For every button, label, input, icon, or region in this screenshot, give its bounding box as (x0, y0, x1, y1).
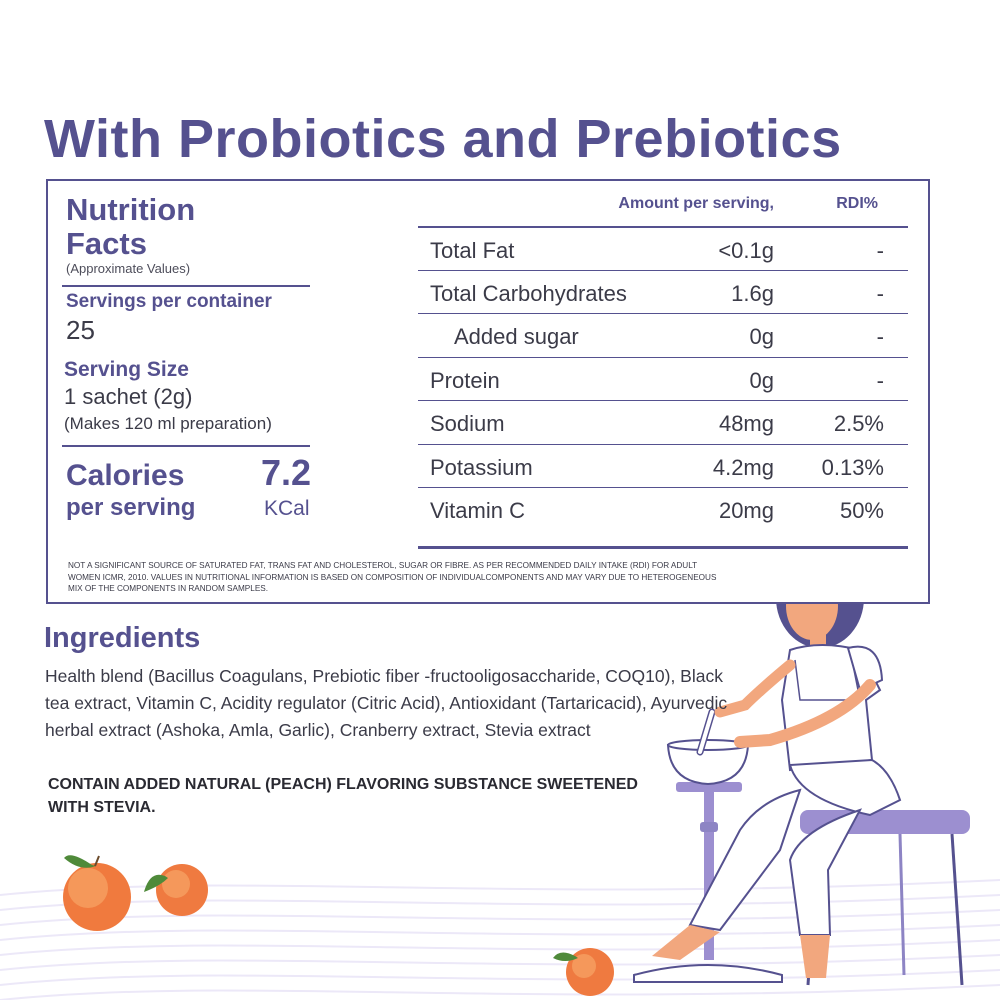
nutrient-name: Protein (430, 368, 500, 393)
nutrient-amount: 4.2mg (712, 455, 774, 480)
nutrient-name: Total Fat (430, 238, 515, 263)
table-bottom-rule (418, 546, 908, 549)
approximate-values-note: (Approximate Values) (66, 261, 191, 276)
nutrient-amount: 0g (749, 368, 774, 393)
nutrient-rdi: - (876, 368, 884, 393)
nutrient-name: Vitamin C (430, 498, 525, 523)
table-row: Potassium 4.2mg 0.13% (418, 444, 908, 488)
table-row: Total Carbohydrates 1.6g - (418, 270, 908, 314)
nutrient-rdi: 50% (839, 498, 884, 523)
nutrient-name: Potassium (430, 455, 533, 480)
nutrient-rdi: - (876, 281, 884, 306)
divider (62, 445, 310, 447)
flavoring-note: CONTAIN ADDED NATURAL (PEACH) FLAVORING … (48, 776, 638, 816)
servings-label: Servings per container (66, 291, 272, 312)
peach-icon (144, 864, 208, 916)
amount-column-header: Amount per serving, (618, 195, 774, 212)
calories-unit: KCal (264, 497, 310, 520)
nutrition-facts-title: Nutrition Facts (66, 192, 196, 261)
table-row: Sodium 48mg 2.5% (418, 400, 908, 444)
ingredients-title: Ingredients (44, 622, 201, 654)
peach-icon (63, 855, 131, 931)
nutrient-amount: <0.1g (718, 238, 774, 263)
table-row: Protein 0g - (418, 357, 908, 401)
servings-value: 25 (66, 315, 95, 345)
nutrient-amount: 1.6g (731, 281, 774, 306)
page-headline: With Probiotics and Prebiotics (44, 109, 842, 169)
nutrition-footnote: Not a significant source of saturated fa… (68, 561, 717, 593)
mortar-and-pestle-icon (666, 708, 750, 786)
serving-size-label: Serving Size (64, 358, 189, 381)
nutrient-rdi: 2.5% (833, 411, 884, 436)
nutrition-facts-panel: Nutrition Facts (Approximate Values) Ser… (46, 179, 930, 604)
ingredients-text: Health blend (Bacillus Coagulans, Prebio… (45, 666, 728, 740)
calories-value: 7.2 (261, 452, 312, 493)
serving-size-note: (Makes 120 ml preparation) (64, 414, 272, 433)
nutrient-name: Total Carbohydrates (430, 281, 627, 306)
nutrient-rdi: 0.13% (821, 455, 884, 480)
nutrient-amount: 20mg (718, 498, 774, 523)
nutrient-name: Sodium (430, 411, 505, 436)
table-row: Total Fat <0.1g - (418, 226, 908, 271)
table-row: Added sugar 0g - (418, 313, 908, 357)
divider (62, 285, 310, 287)
table-row: Vitamin C 20mg 50% (418, 487, 908, 531)
peach-icon (553, 948, 614, 996)
calories-per-serving-label: per serving (66, 494, 196, 521)
nutrient-amount: 48mg (718, 411, 774, 436)
nutrient-rdi: - (876, 324, 884, 349)
calories-label: Calories (66, 459, 185, 492)
wave-lines (0, 879, 1000, 1000)
rdi-column-header: RDI% (836, 195, 878, 212)
serving-size-value: 1 sachet (2g) (64, 384, 193, 409)
nutrient-amount: 0g (749, 324, 774, 349)
nutrient-name: Added sugar (454, 324, 579, 349)
nutrient-rdi: - (876, 238, 884, 263)
mortar-stand (633, 782, 783, 983)
